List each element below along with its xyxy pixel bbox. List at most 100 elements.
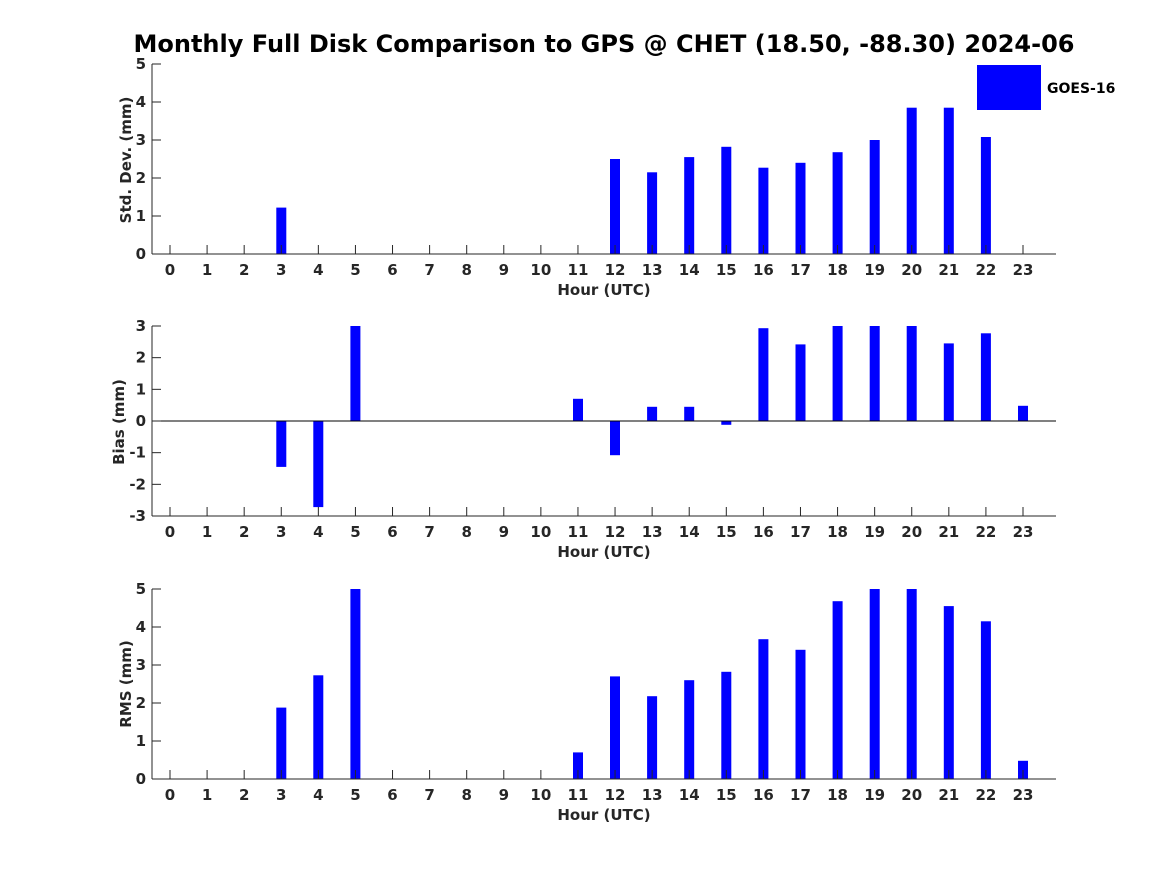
std-dev-ytick-label: 3	[136, 131, 146, 149]
bias-bar-16	[758, 328, 769, 421]
std-dev-ytick-label: 2	[136, 169, 146, 187]
rms-xtick-label: 13	[642, 786, 663, 804]
rms-bar-13	[647, 696, 658, 779]
std-dev-xtick-label: 18	[827, 261, 848, 279]
std-dev-xtick-label: 9	[499, 261, 509, 279]
bias-ytick-label: -2	[129, 475, 146, 493]
rms-xtick-label: 0	[165, 786, 175, 804]
std-dev-xtick-label: 12	[605, 261, 626, 279]
std-dev-xtick-label: 6	[387, 261, 397, 279]
rms-xtick-label: 16	[753, 786, 774, 804]
bias-bar-22	[980, 333, 991, 421]
std-dev-xtick-label: 3	[276, 261, 286, 279]
std-dev-bar-12	[610, 159, 620, 254]
std-dev-ytick-label: 4	[136, 93, 146, 111]
rms-xtick-label: 22	[975, 786, 996, 804]
bias-xtick-label: 4	[313, 523, 323, 541]
rms-ytick-label: 3	[136, 656, 146, 674]
bias-xtick-label: 7	[424, 523, 434, 541]
rms-xtick-label: 18	[827, 786, 848, 804]
bias-ytick-label: -3	[129, 507, 146, 525]
bias-bar-15	[721, 421, 732, 425]
bias-bar-18	[832, 326, 843, 421]
rms-bar-23	[1018, 760, 1028, 779]
rms-xtick-label: 4	[313, 786, 323, 804]
bias-xtick-label: 23	[1013, 523, 1034, 541]
bias-xtick-label: 21	[938, 523, 959, 541]
rms-bar-19	[869, 589, 880, 779]
bias-xtick-label: 18	[827, 523, 848, 541]
rms-xtick-label: 21	[938, 786, 959, 804]
std-dev-xtick-label: 11	[568, 261, 589, 279]
bias-ytick-label: 3	[136, 317, 146, 335]
std-dev-xtick-label: 17	[790, 261, 811, 279]
std-dev-xtick-label: 1	[202, 261, 212, 279]
std-dev-bar-13	[647, 172, 658, 254]
std-dev-xtick-label: 19	[864, 261, 885, 279]
bias-bar-5	[350, 326, 361, 421]
std-dev-bar-22	[980, 137, 991, 254]
bias-bar-3	[276, 421, 287, 467]
bias-bar-4	[313, 421, 324, 508]
bias-xtick-label: 13	[642, 523, 663, 541]
bias-bars	[276, 326, 1028, 508]
rms-xlabel: Hour (UTC)	[557, 806, 650, 824]
rms-ytick-label: 0	[136, 770, 146, 788]
bias-ytick-label: -1	[129, 444, 146, 462]
rms-bar-14	[684, 680, 695, 779]
rms-xtick-label: 9	[499, 786, 509, 804]
std-dev-bar-16	[758, 167, 769, 254]
bias-bar-19	[869, 326, 880, 421]
std-dev-xtick-label: 7	[424, 261, 434, 279]
std-dev-ylabel: Std. Dev. (mm)	[117, 97, 135, 224]
rms-xtick-label: 15	[716, 786, 737, 804]
rms-bar-16	[758, 639, 769, 779]
std-dev-ytick-label: 0	[136, 245, 146, 263]
bias-xtick-label: 10	[530, 523, 551, 541]
legend-swatch	[977, 65, 1041, 110]
bias-xtick-label: 3	[276, 523, 286, 541]
std-dev-xtick-label: 21	[938, 261, 959, 279]
bias-xtick-label: 17	[790, 523, 811, 541]
rms-xtick-label: 6	[387, 786, 397, 804]
rms-bars	[276, 589, 1028, 779]
bias-xtick-label: 15	[716, 523, 737, 541]
std-dev-xtick-label: 4	[313, 261, 323, 279]
std-dev-xtick-label: 5	[350, 261, 360, 279]
rms-bar-3	[276, 707, 287, 779]
std-dev-xtick-label: 14	[679, 261, 700, 279]
std-dev-bar-18	[832, 152, 843, 254]
bias-xtick-label: 6	[387, 523, 397, 541]
rms-xtick-label: 19	[864, 786, 885, 804]
rms-xtick-label: 20	[901, 786, 922, 804]
rms-bar-15	[721, 671, 732, 779]
bias-bar-20	[906, 326, 917, 421]
rms-bar-22	[980, 621, 991, 779]
std-dev-bar-3	[276, 207, 287, 254]
rms-xtick-label: 14	[679, 786, 700, 804]
rms-xtick-label: 2	[239, 786, 249, 804]
bias-ytick-label: 1	[136, 380, 146, 398]
bias-bar-14	[684, 406, 695, 422]
bias-bar-17	[795, 344, 806, 421]
rms-bar-11	[573, 752, 583, 779]
bias-xlabel: Hour (UTC)	[557, 543, 650, 561]
bias-xtick-label: 5	[350, 523, 360, 541]
std-dev-ytick-label: 1	[136, 207, 146, 225]
std-dev-ytick-label: 5	[136, 55, 146, 73]
rms-xtick-label: 11	[568, 786, 589, 804]
rms-bar-18	[832, 601, 843, 779]
bias-xtick-label: 11	[568, 523, 589, 541]
std-dev-xtick-label: 10	[530, 261, 551, 279]
std-dev-bar-19	[869, 140, 880, 254]
rms-ytick-label: 4	[136, 618, 146, 636]
rms-ytick-label: 5	[136, 580, 146, 598]
bias-xtick-label: 14	[679, 523, 700, 541]
rms-bar-4	[313, 675, 324, 779]
